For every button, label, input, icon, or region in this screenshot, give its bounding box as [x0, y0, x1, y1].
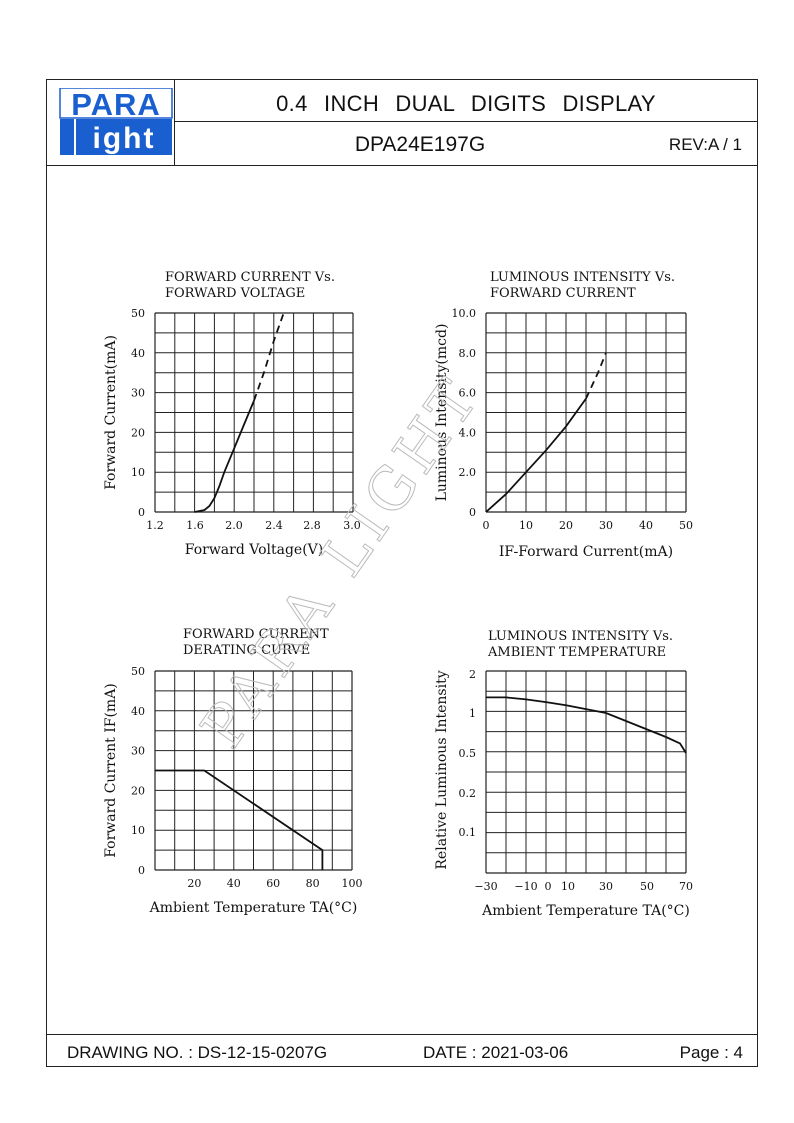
x-tick-label: 50 — [640, 880, 654, 893]
x-tick-label: 1.2 — [146, 519, 164, 532]
y-tick-label: 4.0 — [459, 426, 477, 439]
x-tick-label: 30 — [599, 880, 613, 893]
y-tick-label: 0 — [138, 506, 145, 519]
series-line-solid — [155, 769, 324, 870]
x-axis-label: Ambient Temperature TA(°C) — [481, 903, 690, 919]
chart-title: AMBIENT TEMPERATURE — [487, 645, 666, 660]
x-tick-label: 30 — [599, 519, 613, 532]
chart-title: FORWARD CURRENT Vs. — [165, 270, 335, 285]
header-bottom-line — [46, 165, 758, 166]
y-tick-label: 2.0 — [459, 466, 477, 479]
y-tick-label: 0.5 — [459, 747, 477, 760]
revision-label: REV:A / 1 — [668, 135, 742, 154]
page-frame — [46, 79, 758, 1067]
series-line-dashed — [253, 312, 285, 401]
x-tick-label: 70 — [679, 880, 693, 893]
y-axis-label: Relative Luminous Intensity — [434, 670, 450, 869]
series-line-dashed — [585, 352, 607, 399]
page-number: Page : 4 — [679, 1043, 743, 1062]
chart-title: LUMINOUS INTENSITY Vs. — [488, 629, 673, 644]
chart-title: FORWARD CURRENT — [183, 627, 329, 642]
x-tick-label: 2.0 — [225, 519, 243, 532]
y-tick-label: 10 — [131, 466, 145, 479]
y-axis-label: Forward Current IF(mA) — [103, 683, 119, 858]
x-tick-label: 0 — [545, 880, 552, 893]
y-tick-label: 0.1 — [459, 826, 477, 839]
x-tick-label: 10 — [561, 880, 575, 893]
header-divider — [174, 121, 758, 122]
y-tick-label: 0 — [469, 506, 476, 519]
chart-title: FORWARD CURRENT — [490, 286, 636, 301]
series-line-solid — [194, 400, 255, 513]
document-title: 0.4 INCH DUAL DIGITS DISPLAY — [276, 91, 656, 116]
y-tick-label: 8.0 — [459, 347, 477, 360]
y-tick-label: 50 — [131, 307, 145, 320]
x-tick-label: 10 — [519, 519, 533, 532]
x-axis-label: Ambient Temperature TA(°C) — [149, 900, 358, 916]
svg-text:ight: ight — [93, 122, 156, 155]
svg-text:PARA: PARA — [71, 88, 161, 122]
chart-title: LUMINOUS INTENSITY Vs. — [490, 270, 675, 285]
y-tick-label: 1 — [469, 707, 476, 720]
x-tick-label: 0 — [483, 519, 490, 532]
x-tick-label: 2.8 — [303, 519, 321, 532]
drawing-number: DRAWING NO. : DS-12-15-0207G — [67, 1043, 328, 1062]
x-tick-label: 80 — [306, 877, 320, 890]
x-tick-label: 100 — [342, 877, 363, 890]
chart-c1: FORWARD CURRENT Vs.FORWARD VOLTAGE 1.2 1.6… — [103, 270, 361, 558]
chart-title: FORWARD VOLTAGE — [165, 286, 305, 301]
y-tick-label: 30 — [131, 745, 145, 758]
x-tick-label: 20 — [559, 519, 573, 532]
y-tick-label: 20 — [131, 426, 145, 439]
y-tick-label: 2 — [469, 668, 476, 681]
y-axis-label: Forward Current(mA) — [103, 335, 119, 490]
chart-c2: LUMINOUS INTENSITY Vs.FORWARD CURRENT 0 10… — [434, 270, 693, 560]
para-light-logo: PARA ight — [58, 87, 174, 156]
model-number: DPA24E197G — [354, 133, 486, 156]
x-tick-label: 20 — [187, 877, 201, 890]
x-tick-label: 60 — [266, 877, 280, 890]
x-axis-label: IF-Forward Current(mA) — [499, 544, 673, 560]
x-tick-label: 40 — [227, 877, 241, 890]
y-tick-label: 0.2 — [459, 787, 477, 800]
chart-title: DERATING CURVE — [183, 643, 310, 658]
series-line-solid — [486, 696, 687, 754]
chart-c4: LUMINOUS INTENSITY Vs.AMBIENT TEMPERATUR… — [434, 629, 693, 919]
x-tick-label: 40 — [639, 519, 653, 532]
header-logo-divider — [174, 79, 175, 165]
y-axis-label: Luminous Intensity(mcd) — [434, 324, 450, 502]
y-tick-label: 20 — [131, 784, 145, 797]
y-tick-label: 10.0 — [452, 307, 477, 320]
y-tick-label: 10 — [131, 824, 145, 837]
series-line-solid — [485, 398, 587, 513]
y-tick-label: 50 — [131, 665, 145, 678]
x-tick-label: 1.6 — [186, 519, 204, 532]
x-tick-label: 2.4 — [265, 519, 283, 532]
y-tick-label: 0 — [138, 864, 145, 877]
x-axis-label: Forward Voltage(V) — [185, 542, 324, 558]
footer-top-line — [46, 1034, 758, 1035]
x-tick-label: 3.0 — [343, 519, 361, 532]
x-tick-label: 50 — [679, 519, 693, 532]
y-tick-label: 30 — [131, 387, 145, 400]
y-tick-label: 40 — [131, 705, 145, 718]
y-tick-label: 6.0 — [459, 387, 477, 400]
x-tick-label: −30 — [474, 880, 497, 893]
x-tick-label: −10 — [514, 880, 537, 893]
y-tick-label: 40 — [131, 347, 145, 360]
document-date: DATE : 2021-03-06 — [423, 1043, 569, 1062]
